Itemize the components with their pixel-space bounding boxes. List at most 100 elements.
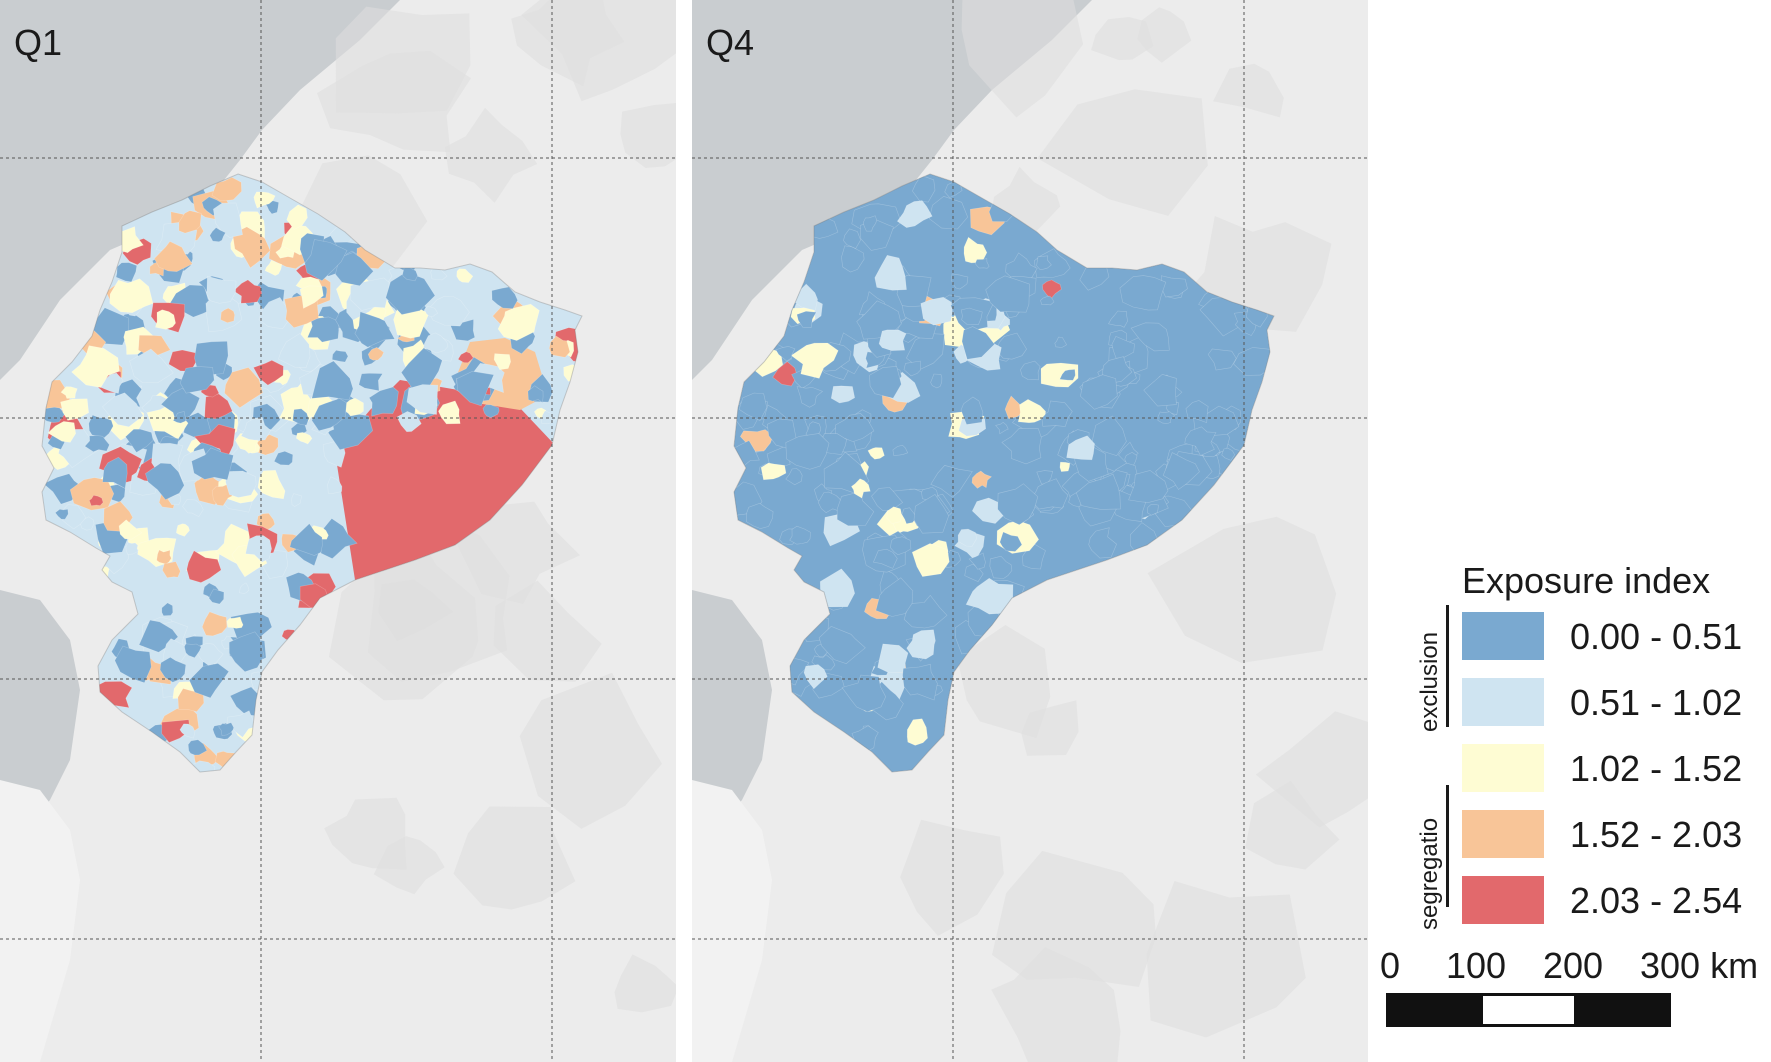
region-class-2 bbox=[291, 493, 303, 507]
region-class-1 bbox=[1128, 470, 1169, 503]
region-class-1 bbox=[1030, 478, 1069, 510]
region-class-1 bbox=[491, 286, 518, 309]
region-class-1 bbox=[890, 536, 912, 556]
map-canvas-q1 bbox=[0, 0, 676, 1062]
legend-label-2: 0.51 - 1.02 bbox=[1570, 682, 1743, 723]
coast-south bbox=[692, 780, 772, 1062]
region-class-2 bbox=[427, 295, 470, 327]
region-class-1 bbox=[1185, 400, 1209, 424]
region-class-1 bbox=[841, 674, 887, 713]
region-class-2 bbox=[830, 385, 856, 404]
country-outline bbox=[733, 173, 1275, 773]
region-class-3 bbox=[911, 543, 950, 577]
panel-label-q4: Q4 bbox=[706, 22, 755, 63]
region-class-2 bbox=[179, 723, 196, 739]
region-class-4 bbox=[42, 379, 72, 410]
region-class-1 bbox=[875, 577, 914, 617]
relief-shading bbox=[1213, 63, 1284, 118]
region-class-1 bbox=[115, 262, 138, 283]
region-class-1 bbox=[88, 414, 114, 439]
region-class-4 bbox=[232, 226, 271, 269]
region-class-1 bbox=[1108, 310, 1128, 328]
region-class-2 bbox=[212, 202, 243, 238]
choropleth-regions bbox=[42, 174, 582, 772]
region-class-3 bbox=[493, 353, 512, 371]
region-class-4 bbox=[548, 335, 571, 358]
region-large-east bbox=[335, 380, 555, 580]
region-class-1 bbox=[738, 392, 768, 421]
region-class-1 bbox=[906, 333, 945, 370]
region-class-2 bbox=[225, 470, 257, 498]
region-class-2 bbox=[430, 265, 448, 281]
choropleth-regions bbox=[734, 174, 1274, 772]
region-class-2 bbox=[182, 499, 204, 517]
region-class-3 bbox=[1059, 461, 1071, 472]
region-class-2 bbox=[327, 476, 343, 494]
region-class-2 bbox=[226, 710, 257, 738]
region-class-1 bbox=[84, 435, 110, 453]
region-class-1 bbox=[985, 275, 1030, 313]
region-class-2 bbox=[240, 416, 272, 441]
relief-shading bbox=[620, 102, 676, 168]
region-class-1 bbox=[872, 548, 898, 569]
region-class-1 bbox=[1143, 373, 1177, 407]
region-class-1 bbox=[989, 555, 1013, 579]
region-class-1 bbox=[1147, 504, 1159, 516]
map-panel-q4[interactable]: Q4 bbox=[692, 0, 1368, 1062]
region-class-1 bbox=[930, 465, 973, 498]
region-class-1 bbox=[358, 372, 384, 392]
region-class-1 bbox=[1075, 473, 1121, 510]
region-class-1 bbox=[974, 258, 990, 269]
scale-tick-0: 0 bbox=[1380, 945, 1401, 986]
region-class-1 bbox=[869, 365, 902, 399]
legend-group-label-exclusion: exclusion bbox=[1416, 631, 1443, 732]
region-class-1 bbox=[1221, 447, 1236, 461]
region-class-4 bbox=[178, 210, 202, 234]
relief-shading bbox=[453, 806, 576, 910]
relief-shading bbox=[335, 6, 471, 114]
region-class-3 bbox=[71, 345, 120, 388]
relief-shading bbox=[511, 0, 625, 87]
region-class-3 bbox=[118, 519, 143, 540]
region-class-2 bbox=[878, 329, 907, 351]
region-class-1 bbox=[125, 428, 154, 453]
region-class-3 bbox=[456, 268, 474, 283]
legend-label-1: 0.00 - 0.51 bbox=[1570, 616, 1743, 657]
legend-swatch-3 bbox=[1462, 744, 1544, 792]
region-class-1 bbox=[172, 411, 187, 424]
region-class-1 bbox=[903, 360, 921, 377]
region-class-2 bbox=[258, 297, 291, 330]
legend-label-5: 2.03 - 2.54 bbox=[1570, 880, 1743, 921]
region-class-1 bbox=[843, 228, 861, 249]
region-class-1 bbox=[902, 663, 938, 701]
map-panel-q1[interactable]: Q1 bbox=[0, 0, 676, 1062]
region-class-2 bbox=[971, 497, 1005, 524]
region-class-1 bbox=[273, 450, 294, 466]
relief-shading bbox=[961, 0, 1084, 118]
relief-shading bbox=[1037, 89, 1208, 216]
region-class-2 bbox=[965, 577, 1014, 615]
region-class-1 bbox=[950, 273, 969, 290]
region-class-4 bbox=[201, 611, 228, 637]
region-class-2 bbox=[803, 664, 828, 690]
region-class-1 bbox=[114, 645, 152, 684]
region-class-1 bbox=[402, 265, 418, 282]
region-class-1 bbox=[188, 663, 230, 699]
region-class-1 bbox=[960, 307, 983, 325]
region-class-1 bbox=[913, 493, 950, 534]
region-class-1 bbox=[208, 588, 225, 605]
region-class-1 bbox=[311, 398, 347, 432]
region-class-1 bbox=[54, 508, 69, 520]
region-class-3 bbox=[1017, 399, 1046, 424]
coast-south bbox=[0, 780, 80, 1062]
region-class-1 bbox=[1091, 415, 1127, 457]
region-class-3 bbox=[226, 616, 244, 629]
region-class-1 bbox=[785, 468, 803, 486]
region-class-2 bbox=[278, 333, 311, 369]
scale-tick-200: 200 bbox=[1543, 945, 1604, 986]
relief-shading bbox=[614, 954, 676, 1013]
region-class-1 bbox=[789, 525, 811, 545]
region-class-4 bbox=[220, 307, 236, 324]
scale-tick-300: 300 km bbox=[1640, 945, 1759, 986]
region-class-2 bbox=[239, 582, 250, 594]
